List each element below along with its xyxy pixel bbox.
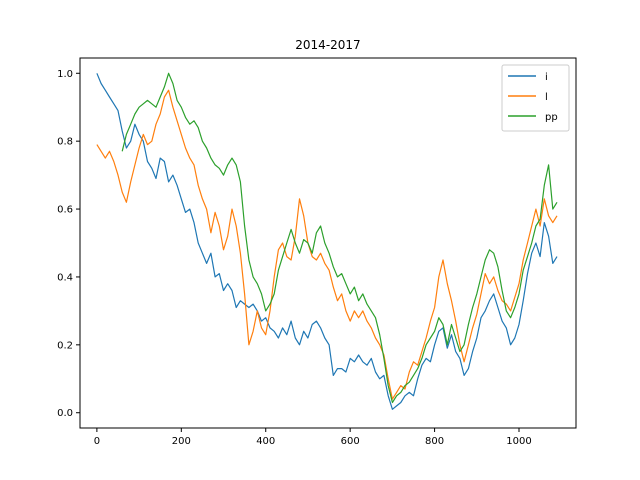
series-line-pp [121, 72, 558, 404]
x-tick-label: 1000 [506, 436, 531, 447]
y-tick-label: 1.0 [57, 69, 73, 80]
y-tick-label: 0.6 [57, 205, 73, 216]
chart-title: 2014-2017 [295, 38, 360, 52]
x-axis: 0 200 400 600 800 1000 [94, 428, 532, 447]
x-tick-label: 600 [341, 436, 360, 447]
y-tick-label: 0.0 [57, 408, 73, 419]
x-tick-label: 200 [172, 436, 191, 447]
series-line-l [96, 89, 558, 400]
legend-label-i: i [545, 72, 548, 83]
series-line-i [96, 73, 558, 410]
legend-box [501, 64, 570, 132]
y-tick-label: 0.4 [57, 272, 73, 283]
legend-label-l: l [545, 92, 548, 103]
plot-frame [79, 57, 577, 429]
series-layer [96, 72, 558, 410]
legend: il pp [501, 64, 570, 132]
legend-label-pp: pp [545, 112, 558, 123]
y-axis: 0.0 0.2 0.4 0.6 0.8 1.0 [57, 69, 80, 419]
y-tick-label: 0.2 [57, 340, 73, 351]
x-tick-label: 400 [256, 436, 275, 447]
y-tick-label: 0.8 [57, 137, 73, 148]
x-tick-label: 0 [94, 436, 100, 447]
x-tick-label: 800 [425, 436, 444, 447]
